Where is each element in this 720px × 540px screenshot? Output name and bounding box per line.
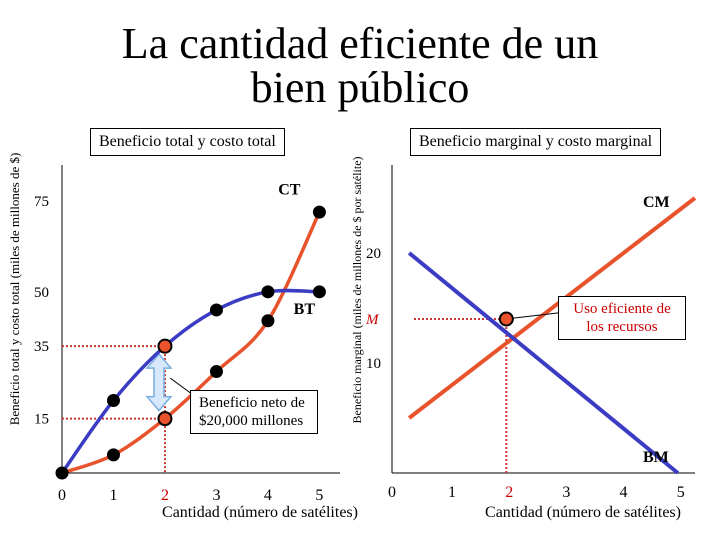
marginal-y-tick-label: 10 <box>366 356 381 372</box>
slide-title: La cantidad eficiente de un bien público <box>60 22 660 110</box>
total-y-axis-label: Beneficio total y costo total (miles de … <box>7 153 22 426</box>
total-point-ct <box>312 205 326 219</box>
total-point-bt <box>106 394 120 408</box>
marginal-x-tick-label: 2 <box>505 484 513 501</box>
marginal-m-label: M <box>365 312 380 328</box>
total-efficient-point-ct <box>157 411 173 427</box>
marginal-x-tick-label: 1 <box>448 484 456 501</box>
total-point-bt <box>209 303 223 317</box>
slide-title-line2: bien público <box>250 63 470 112</box>
marginal-y-axis-label: Beneficio marginal (miles de millones de… <box>350 156 364 423</box>
total-y-tick-label: 75 <box>34 194 49 210</box>
marginal-efficient-point <box>498 311 514 327</box>
total-y-tick-label: 35 <box>34 339 49 355</box>
ct-curve-label: CT <box>278 181 301 198</box>
total-x-tick-label: 5 <box>315 487 323 504</box>
total-y-tick-label: 50 <box>34 285 49 301</box>
total-point-bt <box>312 285 326 299</box>
cm-line-label: CM <box>643 194 670 211</box>
marginal-x-tick-label: 3 <box>562 484 570 501</box>
total-x-tick-label: 4 <box>264 487 272 504</box>
bt-curve-label: BT <box>294 301 316 318</box>
total-point-ct <box>106 448 120 462</box>
marginal-y-tick-label: 20 <box>366 246 381 262</box>
total-point-ct <box>261 314 275 328</box>
total-chart-title: Beneficio total y costo total <box>90 128 285 156</box>
total-efficient-point-bt <box>157 338 173 354</box>
marginal-x-tick-label: 5 <box>677 484 685 501</box>
total-x-tick-label: 2 <box>161 487 169 504</box>
total-x-tick-label: 0 <box>58 487 66 504</box>
total-origin-point <box>55 466 69 480</box>
marginal-x-axis-label: Cantidad (número de satélites) <box>485 504 681 521</box>
marginal-line-bm <box>407 251 680 475</box>
total-chart: 0 1 2 3 4 5 15 35 50 75 Beneficio total y costo to… <box>7 153 358 521</box>
total-x-tick-label: 1 <box>109 487 117 504</box>
slide-title-line1: La cantidad eficiente de un <box>121 19 599 68</box>
marginal-line-cm <box>407 196 697 420</box>
total-point-ct <box>209 365 223 379</box>
total-y-tick-label: 15 <box>34 412 49 428</box>
efficient-use-annotation: Uso eficiente de los recursos <box>558 296 686 340</box>
bm-line-label: BM <box>643 449 669 466</box>
total-x-axis-label: Cantidad (número de satélites) <box>162 504 358 521</box>
efficient-leader <box>506 311 567 320</box>
marginal-chart-title: Beneficio marginal y costo marginal <box>410 128 662 156</box>
total-curve-bt <box>60 288 320 475</box>
net-benefit-annotation: Beneficio neto de $20,000 millones <box>190 390 318 434</box>
net-benefit-arrow <box>145 353 173 412</box>
marginal-x-tick-label: 0 <box>388 484 396 501</box>
marginal-x-tick-label: 4 <box>620 484 628 501</box>
total-x-tick-label: 3 <box>212 487 220 504</box>
total-point-bt <box>261 285 275 299</box>
